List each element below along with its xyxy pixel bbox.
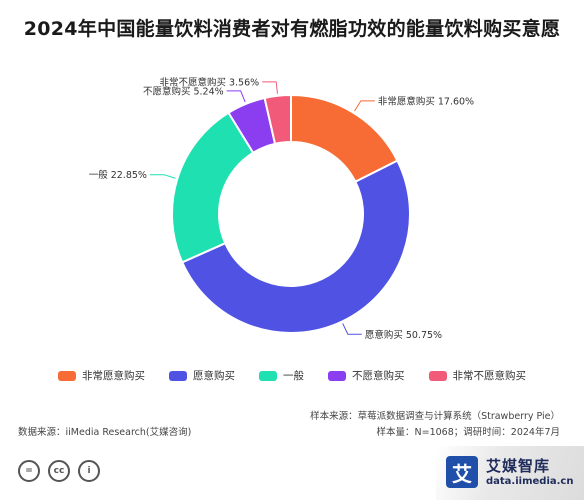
leader-line bbox=[342, 323, 362, 335]
chart-title: 2024年中国能量饮料消费者对有燃脂功效的能量饮料购买意愿 bbox=[23, 18, 561, 40]
legend-swatch bbox=[58, 370, 76, 381]
legend-swatch bbox=[259, 370, 277, 381]
brand-watermark: 艾 艾媒智库 data.iimedia.cn bbox=[436, 446, 584, 500]
legend-swatch bbox=[428, 370, 447, 381]
donut-slice bbox=[263, 93, 292, 145]
leader-line bbox=[149, 174, 176, 179]
creative-commons-icon: cc bbox=[48, 460, 70, 482]
slice-data-label: 一般 22.85% bbox=[89, 169, 147, 181]
sample-size-note: 样本量：N=1068；调研时间：2024年7月 bbox=[376, 427, 560, 438]
legend-label: 非常不愿意购买 bbox=[452, 370, 527, 382]
legend-swatch bbox=[328, 370, 346, 381]
legend-item[interactable]: 非常愿意购买 bbox=[58, 368, 145, 383]
leader-line bbox=[226, 90, 246, 103]
leader-line bbox=[262, 81, 278, 94]
leader-line bbox=[354, 100, 375, 112]
chart-legend: 非常愿意购买 愿意购买 一般 不愿意购买 非常不愿意购买 bbox=[0, 368, 584, 383]
brand-name: 艾媒智库 bbox=[486, 457, 551, 475]
legend-swatch bbox=[169, 370, 187, 381]
slice-data-label: 非常愿意购买 17.60% bbox=[378, 95, 474, 107]
legend-label: 不愿意购买 bbox=[352, 370, 405, 382]
slice-data-label: 非常不愿意购买 3.56% bbox=[159, 76, 259, 88]
donut-slice bbox=[171, 111, 255, 264]
donut-chart: 非常愿意购买 17.60% 愿意购买 50.75% 一般 22.85% 不愿意购买 5… bbox=[89, 76, 474, 341]
donut-slice bbox=[180, 159, 411, 334]
legend-item[interactable]: 愿意购买 bbox=[169, 368, 235, 383]
no-derivatives-icon: = bbox=[18, 460, 40, 482]
license-icons: = cc i bbox=[18, 460, 100, 482]
legend-item[interactable]: 一般 bbox=[259, 368, 304, 383]
sample-source-note: 样本来源：草莓派数据调查与计算系统（Strawberry Pie） bbox=[310, 411, 560, 422]
brand-logo-icon: 艾 bbox=[446, 456, 478, 488]
legend-item[interactable]: 不愿意购买 bbox=[328, 368, 405, 383]
legend-label: 愿意购买 bbox=[193, 370, 235, 382]
data-source-note: 数据来源：iiMedia Research(艾媒咨询) bbox=[18, 427, 192, 438]
attribution-icon: i bbox=[78, 460, 100, 482]
legend-item[interactable]: 非常不愿意购买 bbox=[428, 368, 527, 383]
legend-label: 一般 bbox=[283, 370, 304, 382]
legend-label: 非常愿意购买 bbox=[82, 370, 145, 382]
slice-data-label: 不愿意购买 5.24% bbox=[143, 85, 224, 97]
slice-data-label: 愿意购买 50.75% bbox=[365, 329, 442, 341]
brand-url: data.iimedia.cn bbox=[486, 476, 574, 487]
